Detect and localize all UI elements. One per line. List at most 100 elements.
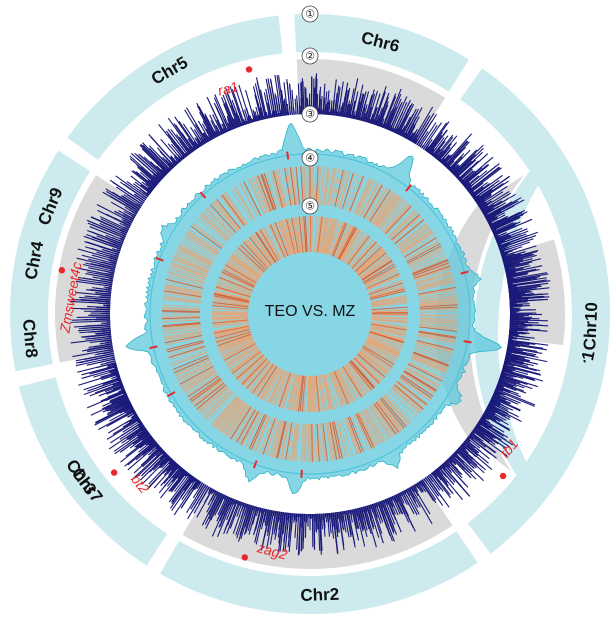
heat-cell xyxy=(417,281,455,291)
heat-cell xyxy=(281,168,290,207)
ideogram-chr2 xyxy=(160,531,478,614)
heat-cell xyxy=(226,261,258,282)
snp-bar xyxy=(112,363,117,366)
snp-bar xyxy=(133,413,138,417)
heat-cell xyxy=(356,249,385,274)
heat-cell xyxy=(230,349,260,372)
gene-marker-dot xyxy=(110,469,118,476)
snp-bar xyxy=(260,107,265,120)
snp-bar xyxy=(353,509,359,529)
heat-cell xyxy=(405,367,440,387)
snp-bar xyxy=(182,123,200,148)
heat-cell xyxy=(346,363,369,394)
heat-cell xyxy=(327,167,335,206)
heat-cell xyxy=(307,423,309,462)
heat-cell xyxy=(351,241,377,269)
heat-cell xyxy=(357,352,387,377)
snp-bar xyxy=(154,176,161,182)
snp-bar xyxy=(260,508,263,513)
snp-bar xyxy=(473,195,480,201)
snp-bar xyxy=(96,203,133,224)
heat-cell xyxy=(367,337,401,352)
snp-bar xyxy=(122,392,127,395)
snp-bar xyxy=(474,189,493,202)
snp-bar xyxy=(286,81,292,116)
heat-cell xyxy=(171,261,208,276)
snp-bar xyxy=(481,415,490,421)
heat-cell xyxy=(223,342,256,361)
snp-bar xyxy=(507,346,543,355)
heat-cell xyxy=(417,285,456,294)
heat-cell xyxy=(344,232,366,263)
heat-cell xyxy=(311,375,313,412)
snp-bar xyxy=(472,189,484,198)
heat-cell xyxy=(186,231,219,254)
heat-cell xyxy=(316,216,322,253)
heat-cell xyxy=(329,372,342,408)
snp-bar xyxy=(297,83,301,115)
snp-bar xyxy=(472,195,477,199)
heat-cell xyxy=(384,205,412,235)
snp-bar xyxy=(226,496,229,500)
snp-bar xyxy=(172,471,188,490)
heat-cell xyxy=(419,299,458,305)
heat-cell xyxy=(213,294,250,303)
snp-bar xyxy=(70,337,112,344)
snp-bar xyxy=(169,463,179,475)
heat-cell xyxy=(254,176,270,213)
heat-cell xyxy=(162,323,201,329)
heat-cell xyxy=(233,186,254,220)
heat-cell xyxy=(162,311,201,313)
snp-bar xyxy=(122,420,142,433)
snp-bar xyxy=(386,498,394,516)
heat-cell xyxy=(412,259,448,274)
snp-bar xyxy=(180,467,183,471)
snp-bar xyxy=(141,456,170,485)
snp-bar xyxy=(498,238,520,248)
heat-cell xyxy=(358,252,387,276)
heat-cell xyxy=(314,375,319,412)
snp-bar xyxy=(257,102,263,120)
heat-cell xyxy=(416,340,454,352)
snp-bar xyxy=(509,329,524,332)
snp-bar xyxy=(485,409,495,416)
heat-cell xyxy=(336,225,353,259)
heat-cell xyxy=(339,367,359,400)
heat-cell xyxy=(394,219,425,245)
snp-bar xyxy=(481,416,487,420)
heat-cell xyxy=(272,420,284,458)
heat-cell xyxy=(419,321,458,325)
heat-cell xyxy=(213,297,249,305)
snp-bar xyxy=(389,497,395,507)
snp-bar xyxy=(440,157,445,163)
snp-bar xyxy=(232,502,245,534)
snp-bar xyxy=(103,346,113,350)
heat-cell xyxy=(371,317,408,322)
heat-cell xyxy=(364,267,397,285)
heat-cell xyxy=(231,407,253,440)
snp-bar xyxy=(442,160,447,166)
heat-cell xyxy=(346,235,370,265)
heat-cell xyxy=(173,255,209,272)
heat-cell xyxy=(277,169,287,207)
snp-bar xyxy=(508,334,535,339)
heat-cell xyxy=(220,273,254,289)
heat-cell xyxy=(253,233,275,264)
heat-cell xyxy=(419,304,458,308)
snp-bar xyxy=(476,424,511,448)
snp-bar xyxy=(99,279,113,284)
snp-bar xyxy=(203,488,213,504)
snp-bar xyxy=(260,508,267,530)
heat-cell xyxy=(408,361,444,380)
heat-cell xyxy=(234,408,255,442)
heat-cell xyxy=(266,172,279,209)
snp-bar xyxy=(508,337,517,340)
heat-cell xyxy=(163,330,202,338)
heat-cell xyxy=(212,322,249,329)
snp-bar xyxy=(85,335,112,340)
heat-cell xyxy=(361,258,392,280)
snp-bar xyxy=(345,510,348,515)
snp-bar xyxy=(496,384,502,388)
heat-cell xyxy=(322,374,331,411)
snp-bar xyxy=(188,474,192,478)
